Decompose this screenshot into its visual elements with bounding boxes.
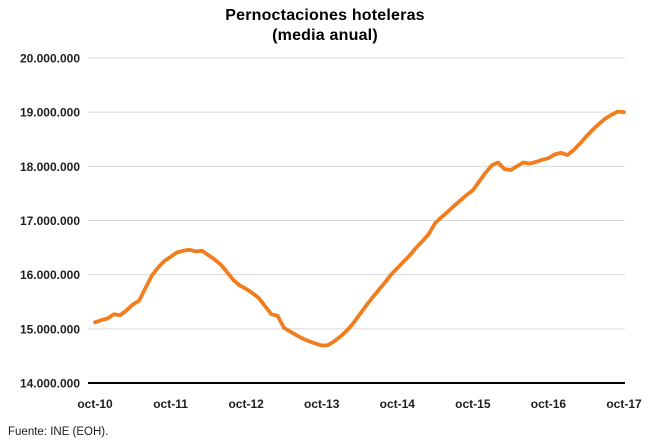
chart-title-block: Pernoctaciones hoteleras (media anual) bbox=[0, 6, 650, 46]
y-tick-label: 19.000.000 bbox=[20, 106, 80, 120]
x-tick-label: oct-10 bbox=[77, 397, 113, 411]
y-tick-label: 16.000.000 bbox=[20, 268, 80, 282]
y-tick-label: 15.000.000 bbox=[20, 322, 80, 336]
y-tick-label: 17.000.000 bbox=[20, 214, 80, 228]
x-tick-label: oct-13 bbox=[304, 397, 340, 411]
x-tick-label: oct-16 bbox=[531, 397, 567, 411]
source-note: Fuente: INE (EOH). bbox=[8, 426, 109, 438]
y-tick-label: 18.000.000 bbox=[20, 160, 80, 174]
y-tick-label: 20.000.000 bbox=[20, 52, 80, 66]
x-tick-label: oct-12 bbox=[228, 397, 264, 411]
x-tick-label: oct-11 bbox=[153, 397, 188, 411]
chart-subtitle: (media anual) bbox=[272, 27, 378, 44]
chart-title: Pernoctaciones hoteleras bbox=[225, 7, 425, 24]
x-tick-label: oct-15 bbox=[455, 397, 491, 411]
x-tick-label: oct-14 bbox=[380, 397, 416, 411]
y-tick-label: 14.000.000 bbox=[20, 377, 80, 391]
series-line-pernoctaciones bbox=[93, 109, 626, 348]
x-tick-label: oct-17 bbox=[606, 397, 642, 411]
